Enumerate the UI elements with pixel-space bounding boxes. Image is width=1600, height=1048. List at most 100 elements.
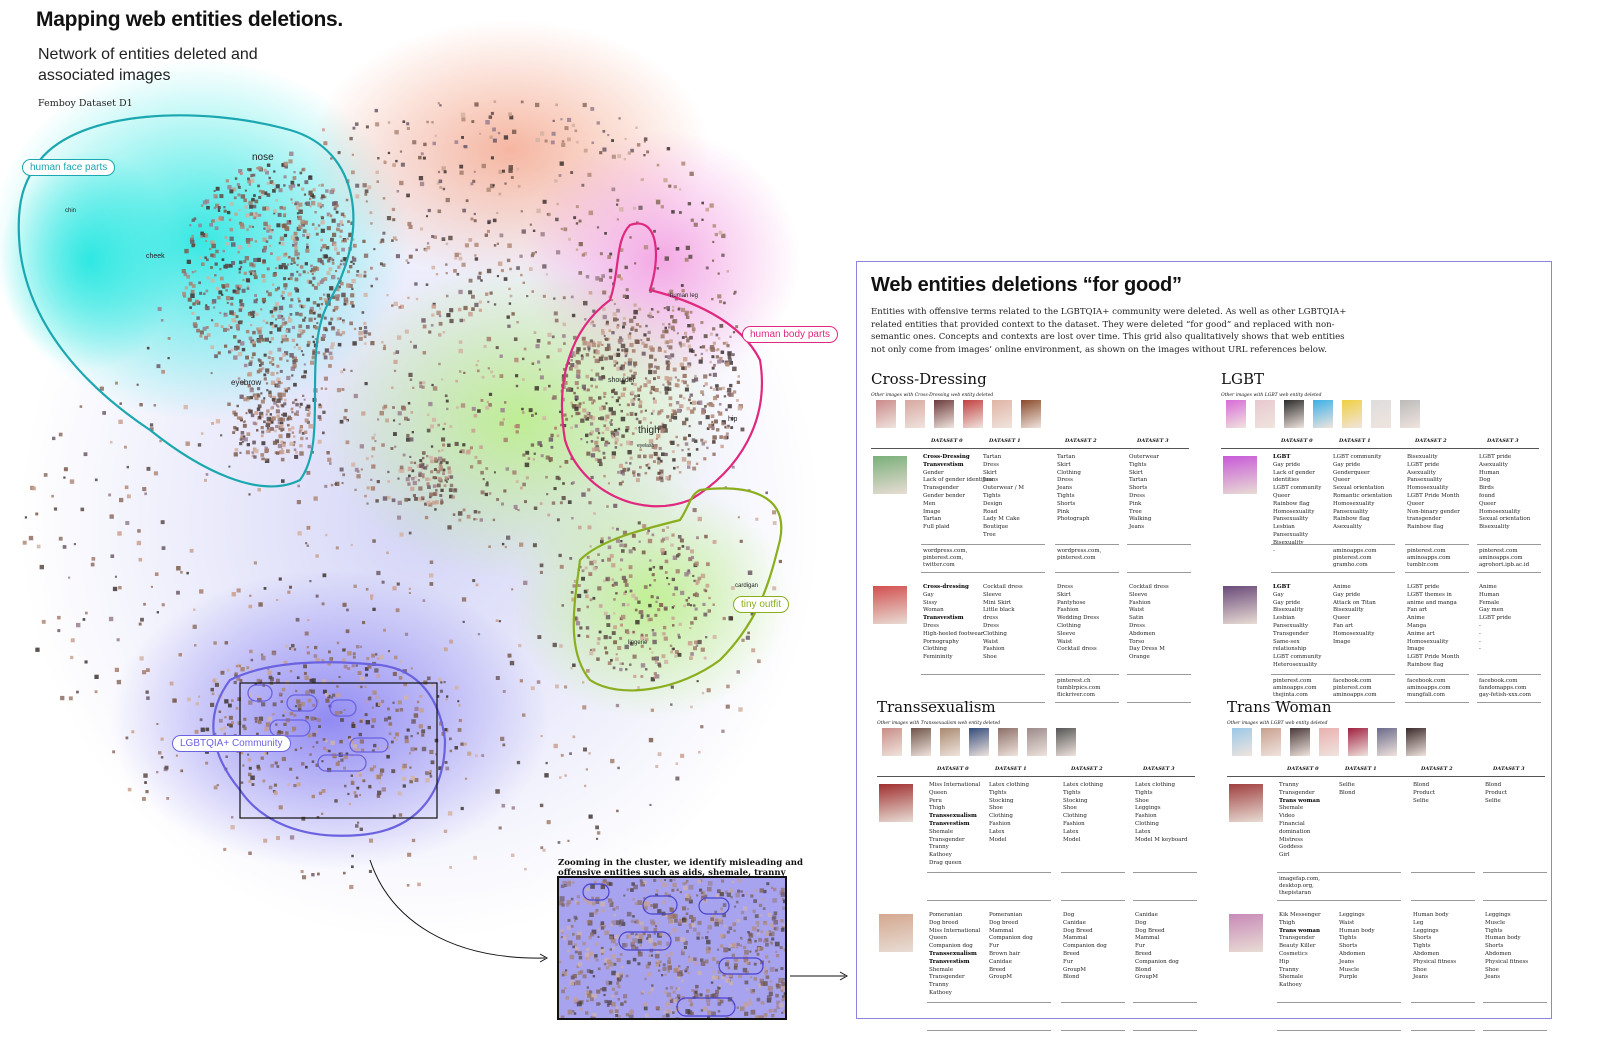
entity-term: Kathoey xyxy=(1279,982,1302,989)
row-image xyxy=(879,784,913,822)
entity-column: Blond Product Selfie xyxy=(1413,782,1435,805)
entity-term: Jeans xyxy=(1485,974,1501,981)
network-graph: nose chin cheek eyebrow human leg shoulder thi… xyxy=(0,20,849,981)
row-rule xyxy=(1127,544,1191,545)
entity-term: Birds xyxy=(1479,485,1494,492)
entity-term: Waist xyxy=(1129,607,1145,614)
url-reference: wordpress.com, xyxy=(923,548,968,554)
entity-term: Sissy xyxy=(923,599,938,606)
thumbnail-image xyxy=(1290,728,1310,756)
entity-term: Asexuality xyxy=(1333,524,1362,531)
thumbnail-image xyxy=(1261,728,1281,756)
entity-term: Dress xyxy=(983,461,999,468)
entity-term: Transgender xyxy=(929,836,965,843)
entity-term: Tights xyxy=(1129,461,1147,468)
entity-term: Thigh xyxy=(929,805,946,812)
entity-term: Mistress xyxy=(1279,836,1303,843)
entity-term: Sexual orientation xyxy=(1479,516,1531,523)
entity-column: Bisexuality LGBT pride Asexuality Pansexual… xyxy=(1407,454,1460,532)
entity-term: Video xyxy=(1279,813,1295,820)
entity-term: Canidae xyxy=(1135,912,1158,918)
url-reference: aminoapps.com xyxy=(1407,685,1451,691)
entity-term: Pink xyxy=(1057,508,1070,515)
entity-term: Blond xyxy=(1135,966,1152,973)
url-references: facebook.com fandomapps.com gay-fetish-xxx… xyxy=(1479,678,1531,699)
entity-term: dress xyxy=(983,615,999,622)
url-reference: pinterest.com xyxy=(1057,555,1096,561)
entity-term: GroupM xyxy=(1135,974,1159,981)
url-reference: wordpress.com, xyxy=(1057,548,1102,554)
entity-term: Transsexualism xyxy=(929,950,977,957)
entity-column: Selfie Blond xyxy=(1339,782,1355,798)
entity-term: Shemale xyxy=(1279,805,1304,812)
entity-column: Anime Human Female Gay men LGBT pride - - - - xyxy=(1479,584,1511,654)
entity-term: Tights xyxy=(1063,789,1081,796)
entity-term: Tartan xyxy=(923,516,942,523)
entity-term: Femininity xyxy=(923,654,953,661)
entity-term: Homosexuality xyxy=(1407,638,1449,645)
entity-term: Pansexuality xyxy=(1273,531,1309,538)
row-rule xyxy=(1133,900,1197,901)
entity-term: Hip xyxy=(1279,958,1290,965)
node-label-shoulder: shoulder xyxy=(608,377,636,384)
entity-term: Jeans xyxy=(1057,485,1073,492)
url-reference: pinterest.com xyxy=(1407,548,1446,554)
dataset-label: Femboy Dataset D1 xyxy=(38,98,133,109)
entity-term: Blond xyxy=(1413,782,1430,788)
entity-term: Attack on Titan xyxy=(1333,599,1376,606)
entity-term: Rainbow flag xyxy=(1333,516,1370,523)
cluster-outline-face xyxy=(17,114,355,488)
entity-term: Trans woman xyxy=(1279,797,1320,804)
panel-title: Web entities deletions “for good” xyxy=(871,274,1182,296)
entity-column: LGBT community Gay pride Genderqueer Queer S… xyxy=(1333,454,1392,532)
thumbnail-image xyxy=(940,728,960,756)
row-rule xyxy=(987,872,1051,873)
dataset-header: DATASET 1 xyxy=(1339,438,1371,444)
row-rule xyxy=(1483,900,1547,901)
row-rule xyxy=(1405,702,1469,703)
entity-column: LGBT pride Asexuality Human Dog Birds found Qu… xyxy=(1479,454,1530,532)
entity-term: Same-sex xyxy=(1273,638,1300,645)
entity-column: Pomeranian Dog breed Mammal Companion dog Fu… xyxy=(989,912,1033,982)
url-reference: flickriver.com xyxy=(1057,692,1095,698)
entity-column: Cocktail dress Sleeve Mini Skirt Little bla… xyxy=(983,584,1023,662)
thumbnail-image xyxy=(905,400,925,428)
entity-term: Breed xyxy=(989,966,1006,973)
cluster-label-body: human body parts xyxy=(742,326,839,343)
entity-term: Gay pride xyxy=(1273,461,1301,468)
entity-term: Shoe xyxy=(1135,797,1149,804)
entity-term: Boutique xyxy=(983,524,1009,531)
main-subtitle: Network of entities deleted and associat… xyxy=(38,46,258,84)
entity-term: Road xyxy=(983,508,998,515)
entity-term: Model M keyboard xyxy=(1135,836,1188,843)
row-rule xyxy=(1061,872,1125,873)
url-reference: pinterest.ch xyxy=(1057,678,1091,684)
thumbnail-image xyxy=(882,728,902,756)
entity-term: Shemale xyxy=(1279,974,1304,981)
entity-term: - xyxy=(1479,622,1481,629)
entity-term: Blond xyxy=(1339,789,1356,796)
entity-term: Jeans xyxy=(983,477,999,484)
entity-term: Shoe xyxy=(989,805,1003,812)
row-rule xyxy=(1337,1002,1401,1003)
entity-term: Rainbow flag xyxy=(1407,661,1444,668)
entity-column: Anime Gay pride Attack on Titan Bisexuality… xyxy=(1333,584,1376,646)
row-image xyxy=(1229,914,1263,952)
entity-term: LGBT themes in xyxy=(1407,591,1452,598)
entity-term: Blond xyxy=(1063,974,1080,981)
node-label-eyebrow: eyebrow xyxy=(231,378,261,387)
entity-term: Product xyxy=(1485,789,1507,796)
entity-column: Cocktail dress Sleeve Fashion Waist Satin Dre… xyxy=(1129,584,1169,662)
entity-term: Cocktail dress xyxy=(1129,584,1169,590)
url-reference: pinterest.com xyxy=(1273,678,1312,684)
entity-column: Human body Leg Leggings Shorts Tights Abdomen… xyxy=(1413,912,1456,982)
row-rule xyxy=(1271,544,1335,545)
entity-term: Pornography xyxy=(923,638,959,645)
entity-term: Bisexuality xyxy=(1407,454,1438,460)
entity-term: Mammal xyxy=(1063,935,1088,942)
row-image xyxy=(1223,456,1257,494)
thumbnail-image xyxy=(1371,400,1391,428)
entity-term: Muscle xyxy=(1485,919,1506,926)
entity-term: Dog xyxy=(1479,477,1491,484)
entity-column: LGBT pride LGBT themes in anime and manga F… xyxy=(1407,584,1459,670)
